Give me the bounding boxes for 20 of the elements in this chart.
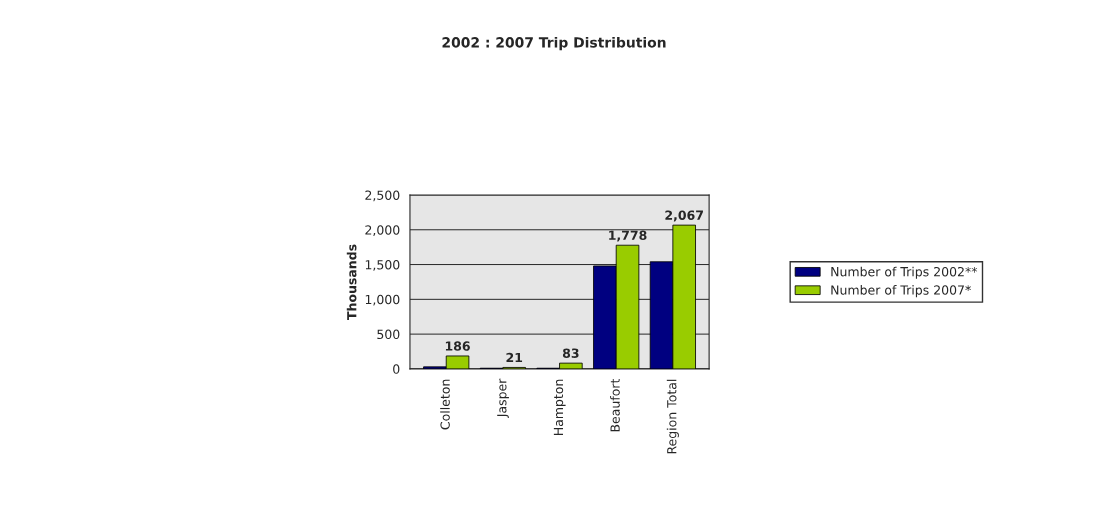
y-tick-label: 2,000 — [365, 225, 400, 236]
legend-label: Number of Trips 2002** — [831, 266, 978, 279]
x-tick-label: Region Total — [666, 379, 679, 454]
x-tick-label: Hampton — [553, 379, 566, 436]
x-tick-label: Jasper — [497, 378, 509, 418]
y-tick-label: 0 — [393, 364, 400, 374]
data-label: 2,067 — [665, 210, 703, 222]
data-label: 1,778 — [609, 230, 647, 242]
chart-title: 2002 : 2007 Trip Distribution — [442, 36, 666, 51]
y-tick-label: 2,500 — [365, 190, 400, 202]
x-tick-label: Beaufort — [610, 378, 620, 432]
data-label: 83 — [562, 348, 579, 358]
y-tick-label: 1,500 — [365, 260, 400, 271]
x-tick-label: Colleton — [440, 379, 450, 430]
y-tick-label: 1,000 — [365, 294, 400, 306]
data-label: 186 — [445, 341, 470, 351]
y-axis-title: Thousands — [346, 244, 357, 320]
y-tick-label: 500 — [377, 329, 400, 340]
data-label: 21 — [506, 352, 523, 363]
legend-label: Number of Trips 2007* — [831, 285, 971, 298]
